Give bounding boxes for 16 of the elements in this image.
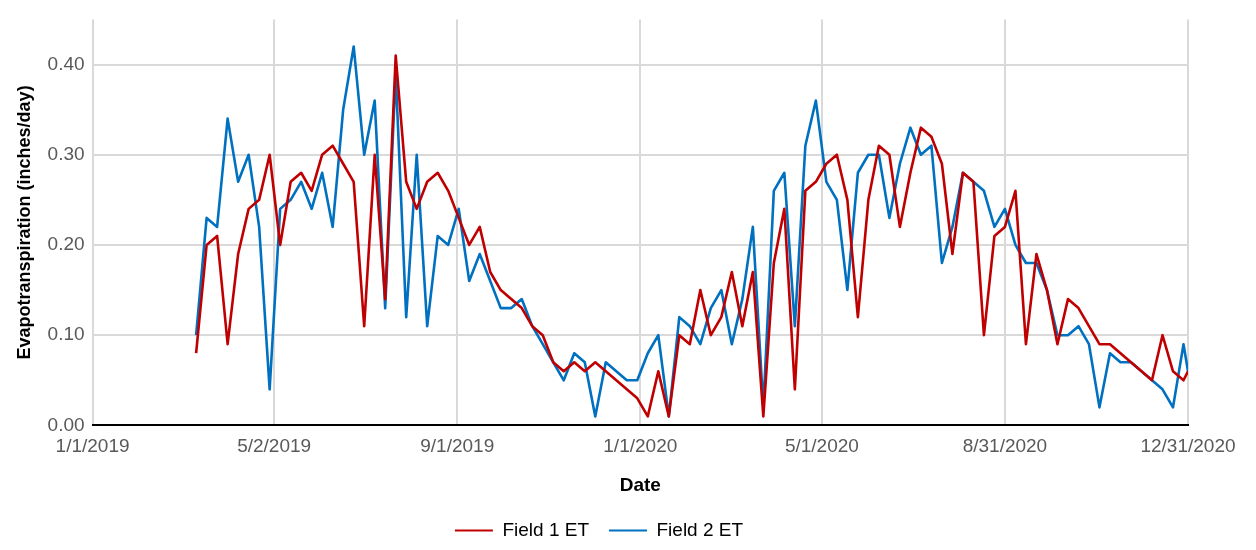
x-axis-title: Date	[619, 473, 661, 495]
y-axis-title: Evapotranspiration (inches/day)	[13, 85, 34, 360]
legend-label: Field 2 ET	[656, 518, 744, 540]
y-tick-label: 0.10	[47, 323, 85, 345]
x-tick-label: 1/1/2019	[55, 435, 130, 457]
y-tick-label: 0.00	[47, 413, 85, 435]
legend-label: Field 1 ET	[502, 518, 590, 540]
x-tick-label: 9/1/2019	[420, 435, 495, 457]
x-tick-label: 5/2/2019	[237, 435, 312, 457]
x-tick-label: 5/1/2020	[784, 435, 859, 457]
x-tick-label: 1/1/2020	[603, 435, 678, 457]
x-tick-label: 8/31/2020	[962, 435, 1048, 457]
y-tick-label: 0.30	[47, 142, 85, 164]
y-tick-label: 0.40	[47, 52, 85, 74]
y-tick-label: 0.20	[47, 233, 85, 255]
x-tick-label: 12/31/2020	[1140, 435, 1236, 457]
